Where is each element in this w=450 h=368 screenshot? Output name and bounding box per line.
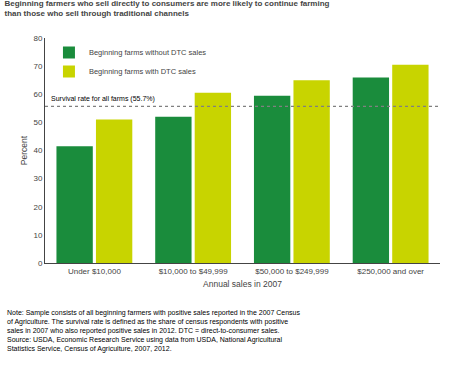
svg-text:70: 70 bbox=[33, 62, 42, 71]
svg-text:0: 0 bbox=[38, 259, 43, 268]
svg-text:20: 20 bbox=[33, 203, 42, 212]
svg-text:Beginning farmers who sell dir: Beginning farmers who sell directly to c… bbox=[5, 0, 330, 18]
svg-text:50: 50 bbox=[33, 118, 42, 127]
svg-text:$250,000 and over: $250,000 and over bbox=[357, 267, 424, 276]
svg-text:Annual sales in 2007: Annual sales in 2007 bbox=[203, 279, 282, 289]
svg-text:Under $10,000: Under $10,000 bbox=[68, 267, 121, 276]
svg-text:40: 40 bbox=[33, 146, 42, 155]
svg-text:Percent: Percent bbox=[19, 135, 29, 165]
svg-text:30: 30 bbox=[33, 174, 42, 183]
svg-text:80: 80 bbox=[33, 34, 42, 43]
svg-text:10: 10 bbox=[33, 231, 42, 240]
svg-text:Beginning farms without DTC sa: Beginning farms without DTC sales bbox=[89, 48, 206, 57]
svg-text:60: 60 bbox=[33, 90, 42, 99]
svg-text:$10,000 to $49,999: $10,000 to $49,999 bbox=[159, 267, 229, 276]
svg-text:$50,000 to $249,999: $50,000 to $249,999 bbox=[255, 267, 329, 276]
svg-text:Note: Sample consists of all b: Note: Sample consists of all beginning f… bbox=[7, 309, 300, 353]
svg-text:Survival rate for all farms (5: Survival rate for all farms (55.7%) bbox=[51, 95, 155, 103]
svg-text:Beginning farms with DTC sales: Beginning farms with DTC sales bbox=[89, 67, 196, 76]
